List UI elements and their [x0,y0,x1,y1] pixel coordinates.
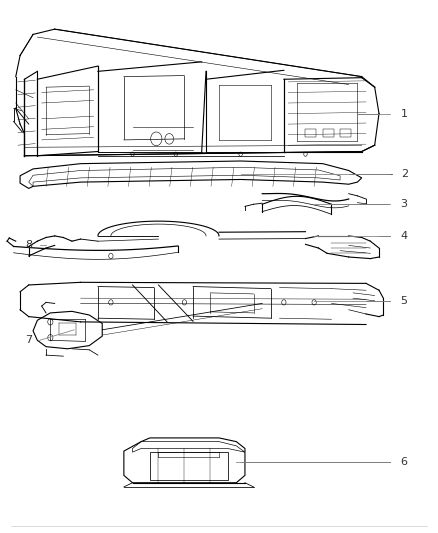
Text: 2: 2 [401,169,408,179]
Text: 3: 3 [401,199,408,209]
Text: 1: 1 [401,109,408,118]
Text: 7: 7 [25,335,32,345]
Text: 6: 6 [401,457,408,467]
Text: 4: 4 [401,231,408,241]
Text: 5: 5 [401,296,408,306]
Text: 8: 8 [25,240,32,251]
